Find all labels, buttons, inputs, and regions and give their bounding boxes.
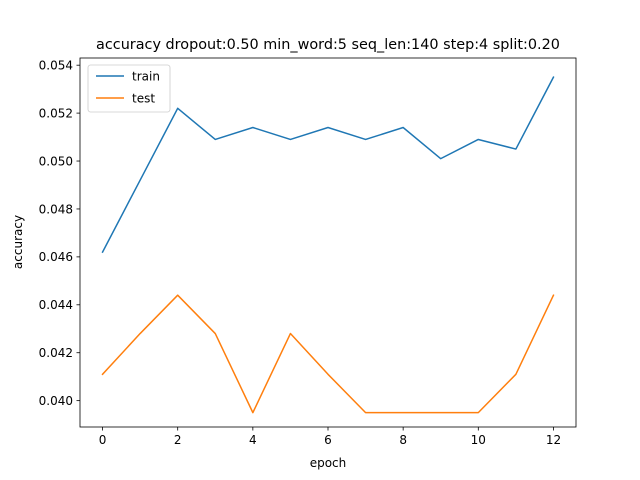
x-tick-label: 10: [471, 433, 486, 447]
y-tick-label: 0.054: [39, 58, 73, 72]
x-tick-label: 4: [249, 433, 257, 447]
chart-title: accuracy dropout:0.50 min_word:5 seq_len…: [96, 37, 560, 53]
y-tick-label: 0.046: [39, 250, 73, 264]
x-tick-label: 0: [99, 433, 107, 447]
series-line-train: [101, 76, 555, 254]
y-tick-label: 0.040: [39, 394, 73, 408]
y-tick-label: 0.048: [39, 202, 73, 216]
x-tick-label: 2: [174, 433, 182, 447]
x-tick-label: 12: [546, 433, 561, 447]
x-tick-label: 6: [324, 433, 332, 447]
y-axis-label: accuracy: [11, 215, 25, 269]
legend-label-test: test: [132, 91, 155, 105]
y-tick-label: 0.050: [39, 154, 73, 168]
series-line-test: [101, 294, 555, 414]
y-tick-label: 0.042: [39, 346, 73, 360]
x-tick-label: 8: [399, 433, 407, 447]
legend: train test: [87, 64, 171, 113]
x-axis-label: epoch: [310, 456, 347, 470]
legend-label-train: train: [132, 69, 160, 83]
y-tick-label: 0.044: [39, 298, 73, 312]
y-tick-label: 0.052: [39, 106, 73, 120]
plot-area: 0 2 4 6 8 10 12 0.040 0.042 0.044 0.046 0.048 0.050 0…: [39, 57, 577, 447]
